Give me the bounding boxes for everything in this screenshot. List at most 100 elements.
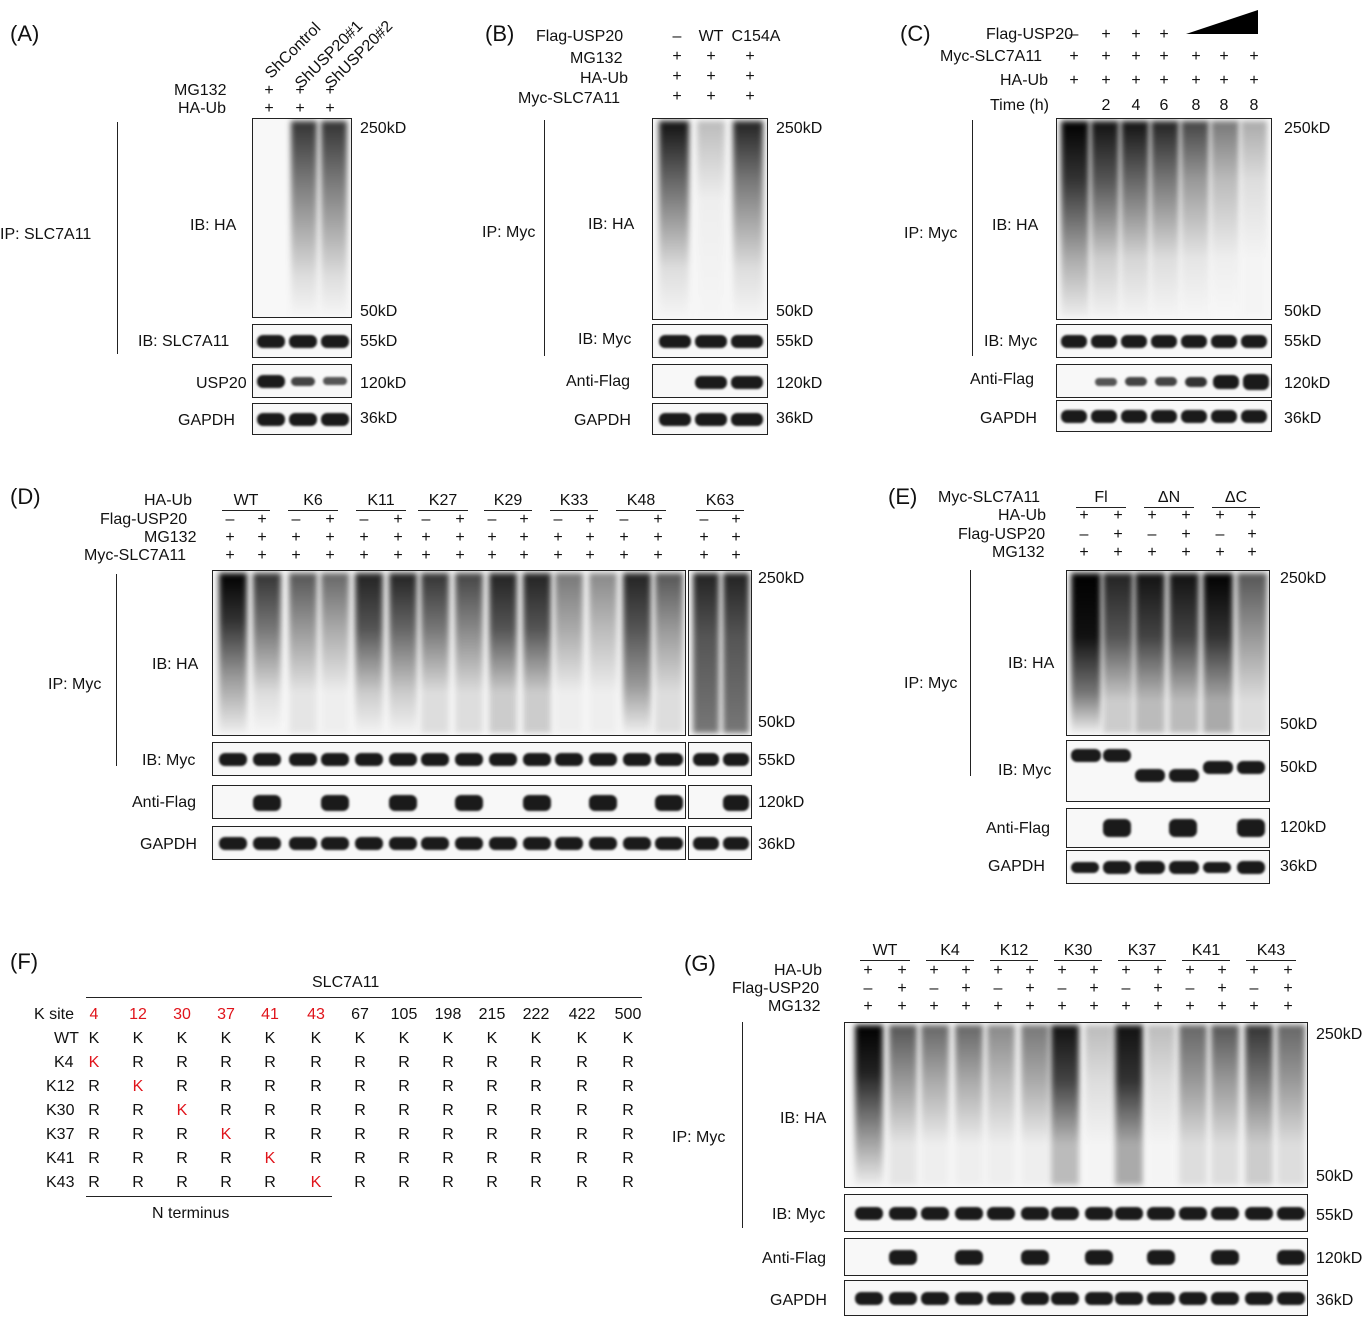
mw-marker: 250kD xyxy=(1284,120,1331,137)
sign-mark: – xyxy=(225,511,235,528)
sign-mark: + xyxy=(257,511,267,528)
smear xyxy=(289,573,317,733)
residue: R xyxy=(530,1174,542,1191)
band xyxy=(1211,335,1237,348)
blot-flag-k63 xyxy=(688,785,752,819)
row-label: Flag-USP20 xyxy=(732,980,820,997)
band xyxy=(421,753,449,766)
group-label: K63 xyxy=(705,492,735,509)
blot-gapdh xyxy=(252,403,352,435)
residue: R xyxy=(354,1174,366,1191)
mw-marker: 50kD xyxy=(776,303,814,320)
band xyxy=(1021,1250,1049,1265)
sign-mark: – xyxy=(291,511,301,528)
band xyxy=(1211,410,1237,423)
ip-label: IP: Myc xyxy=(672,1129,726,1146)
band xyxy=(987,1292,1015,1305)
residue: R xyxy=(176,1174,188,1191)
sign-mark: + xyxy=(1159,48,1169,65)
blot-gapdh xyxy=(1056,400,1272,432)
residue: K xyxy=(220,1126,232,1143)
band xyxy=(455,753,483,766)
residue: R xyxy=(576,1174,588,1191)
sign-mark: – xyxy=(1057,980,1067,997)
sign-mark: + xyxy=(1247,526,1257,543)
residue: R xyxy=(622,1126,634,1143)
row-label: Flag-USP20 xyxy=(536,28,624,45)
sign-mark: – xyxy=(699,511,709,528)
band xyxy=(321,795,349,811)
band xyxy=(1147,1207,1175,1220)
band xyxy=(523,795,551,811)
ib-label: Anti-Flag xyxy=(986,820,1051,837)
band xyxy=(1085,1292,1113,1305)
sign-mark: + xyxy=(1191,72,1201,89)
row-label: Myc-SLC7A11 xyxy=(938,489,1040,506)
sign-mark: + xyxy=(1131,48,1141,65)
band xyxy=(289,837,317,850)
smear xyxy=(555,573,583,733)
residue: R xyxy=(486,1126,498,1143)
band xyxy=(1021,1292,1049,1305)
ip-label: IP: Myc xyxy=(482,224,536,241)
row-label: HA-Ub xyxy=(774,962,823,979)
smear xyxy=(421,573,449,733)
residue: K xyxy=(576,1030,588,1047)
band xyxy=(589,795,617,811)
sign-mark: + xyxy=(487,529,497,546)
residue: R xyxy=(264,1054,276,1071)
sign-mark: + xyxy=(653,511,663,528)
blot-gapdh xyxy=(844,1280,1308,1316)
group-rule xyxy=(288,510,338,511)
residue: R xyxy=(576,1054,588,1071)
ip-label: IP: Myc xyxy=(904,225,958,242)
sign-mark: + xyxy=(699,547,709,564)
sign-mark: + xyxy=(961,962,971,979)
smear xyxy=(955,1025,983,1185)
group-rule xyxy=(1182,960,1230,961)
residue: R xyxy=(622,1054,634,1071)
band xyxy=(655,753,683,766)
group-rule xyxy=(990,960,1038,961)
residue: R xyxy=(622,1078,634,1095)
residue: R xyxy=(176,1054,188,1071)
sign-mark: + xyxy=(1283,980,1293,997)
smear xyxy=(1245,1025,1273,1185)
blot-gapdh xyxy=(212,826,686,860)
smear xyxy=(987,1025,1015,1185)
mw-marker: 36kD xyxy=(1284,410,1322,427)
sign-mark: + xyxy=(1147,544,1157,561)
mw-marker: 50kD xyxy=(1316,1168,1354,1185)
k-site: 4 xyxy=(89,1006,99,1023)
sign-mark: + xyxy=(653,529,663,546)
time-value: 6 xyxy=(1159,97,1169,114)
band xyxy=(1245,1207,1273,1220)
blot-myc xyxy=(1066,740,1270,802)
row-label: MG132 xyxy=(570,50,623,67)
band xyxy=(1085,1207,1113,1220)
residue: R xyxy=(220,1174,232,1191)
sign-mark: + xyxy=(1079,544,1089,561)
residue: R xyxy=(264,1102,276,1119)
sign-mark: + xyxy=(325,100,335,117)
sign-mark: + xyxy=(745,88,755,105)
residue: K xyxy=(354,1030,366,1047)
smear xyxy=(523,573,551,733)
sign-mark: + xyxy=(257,529,267,546)
sign-mark: + xyxy=(1025,962,1035,979)
sign-mark: + xyxy=(929,962,939,979)
time-value: 8 xyxy=(1249,97,1259,114)
sign-mark: + xyxy=(1121,998,1131,1015)
sign-mark: + xyxy=(706,68,716,85)
sign-mark: + xyxy=(1153,998,1163,1015)
band xyxy=(1091,335,1117,348)
ib-label: Anti-Flag xyxy=(970,371,1035,388)
k-site: 41 xyxy=(261,1006,279,1023)
mw-marker: 55kD xyxy=(1316,1207,1354,1224)
mw-marker: 55kD xyxy=(758,752,796,769)
sign-mark: + xyxy=(519,547,529,564)
blot-gapdh xyxy=(1066,850,1270,884)
sign-mark: + xyxy=(1185,962,1195,979)
blot-flag xyxy=(844,1238,1308,1276)
sign-mark: + xyxy=(1283,998,1293,1015)
